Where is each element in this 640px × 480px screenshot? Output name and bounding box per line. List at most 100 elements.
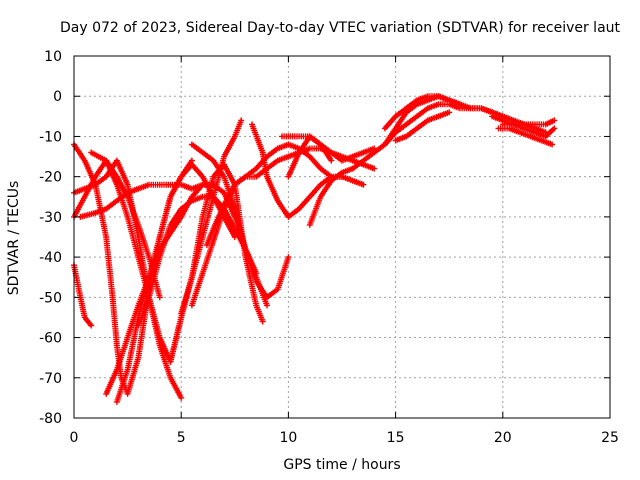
data-point [169, 376, 172, 379]
data-point [330, 151, 333, 154]
y-tick-label: -70 [39, 371, 62, 387]
data-point [137, 235, 140, 239]
x-tick-label: 0 [70, 430, 79, 446]
data-point [190, 195, 194, 198]
data-point [83, 195, 86, 198]
data-point [137, 356, 140, 359]
data-point [222, 203, 226, 207]
data-point [265, 175, 269, 178]
x-tick-label: 10 [279, 430, 297, 446]
data-point [362, 151, 365, 154]
data-point [308, 155, 312, 158]
data-point [297, 135, 301, 138]
data-point [115, 183, 119, 186]
data-point [287, 155, 290, 158]
data-point [111, 296, 114, 299]
data-point [287, 135, 290, 138]
data-point [426, 99, 429, 102]
data-series [77, 181, 206, 220]
data-point [158, 255, 161, 259]
data-point [244, 247, 247, 251]
data-point [437, 95, 440, 98]
data-point [147, 255, 151, 259]
data-point [201, 195, 204, 198]
data-point [518, 131, 522, 134]
data-point [83, 159, 86, 162]
data-point [169, 183, 172, 186]
data-point [415, 99, 419, 102]
data-point [126, 368, 129, 371]
data-point [319, 167, 322, 170]
data-point [540, 139, 543, 142]
plot-frame [73, 55, 611, 419]
data-series [392, 109, 453, 144]
data-point [190, 199, 194, 202]
data-series [113, 161, 238, 405]
data-point [351, 167, 354, 170]
data-point [222, 155, 226, 158]
data-point [180, 316, 183, 319]
data-point [287, 215, 290, 219]
data-series [495, 125, 556, 148]
data-point [201, 151, 204, 154]
data-point [115, 368, 119, 371]
data-point [426, 119, 429, 122]
data-point [405, 123, 408, 126]
data-point [205, 243, 209, 247]
data-point [340, 159, 344, 162]
data-point [158, 344, 161, 347]
data-point [490, 115, 494, 118]
data-point [458, 103, 462, 106]
data-point [351, 155, 354, 158]
data-point [104, 207, 108, 211]
data-point [190, 304, 194, 307]
data-point [233, 227, 236, 231]
data-point [147, 183, 151, 186]
data-point [222, 175, 226, 178]
data-point [362, 159, 365, 162]
data-point [501, 115, 504, 118]
data-point [426, 95, 429, 98]
data-point [394, 115, 397, 118]
data-point [190, 187, 194, 190]
data-point [501, 123, 504, 126]
data-point [79, 296, 82, 299]
x-tick-label: 5 [177, 430, 186, 446]
data-point [276, 199, 279, 202]
data-point [244, 175, 247, 178]
data-point [490, 111, 494, 114]
data-point [233, 235, 236, 239]
data-point [255, 167, 258, 170]
data-point [319, 143, 322, 146]
data-point [497, 127, 500, 130]
data-point [104, 159, 108, 162]
data-point [255, 304, 258, 307]
y-tick-label: -20 [39, 170, 62, 186]
y-axis-title: SDTVAR / TECUs [6, 181, 22, 296]
series-markers [113, 161, 238, 405]
data-point [340, 155, 344, 158]
data-point [147, 296, 151, 299]
data-point [372, 167, 376, 170]
data-point [261, 320, 264, 323]
data-point [261, 151, 264, 154]
data-point [222, 191, 226, 194]
data-point [276, 159, 279, 162]
data-point [415, 127, 419, 130]
data-point [523, 123, 526, 126]
data-point [255, 280, 258, 283]
data-point [169, 360, 172, 363]
y-tick-label: 10 [44, 49, 62, 65]
chart-title: Day 072 of 2023, Sidereal Day-to-day VTE… [60, 20, 621, 36]
data-point [308, 223, 312, 227]
data-point [89, 151, 93, 154]
data-point [529, 135, 532, 138]
data-point [512, 119, 515, 122]
y-axis: 10 0 -10 -20 -30 -40 -50 -60 -70 -80 [39, 49, 610, 427]
data-point [169, 195, 172, 198]
y-tick-label: -60 [39, 331, 62, 347]
data-point [119, 376, 123, 379]
y-tick-label: -10 [39, 129, 62, 145]
data-point [94, 175, 97, 178]
